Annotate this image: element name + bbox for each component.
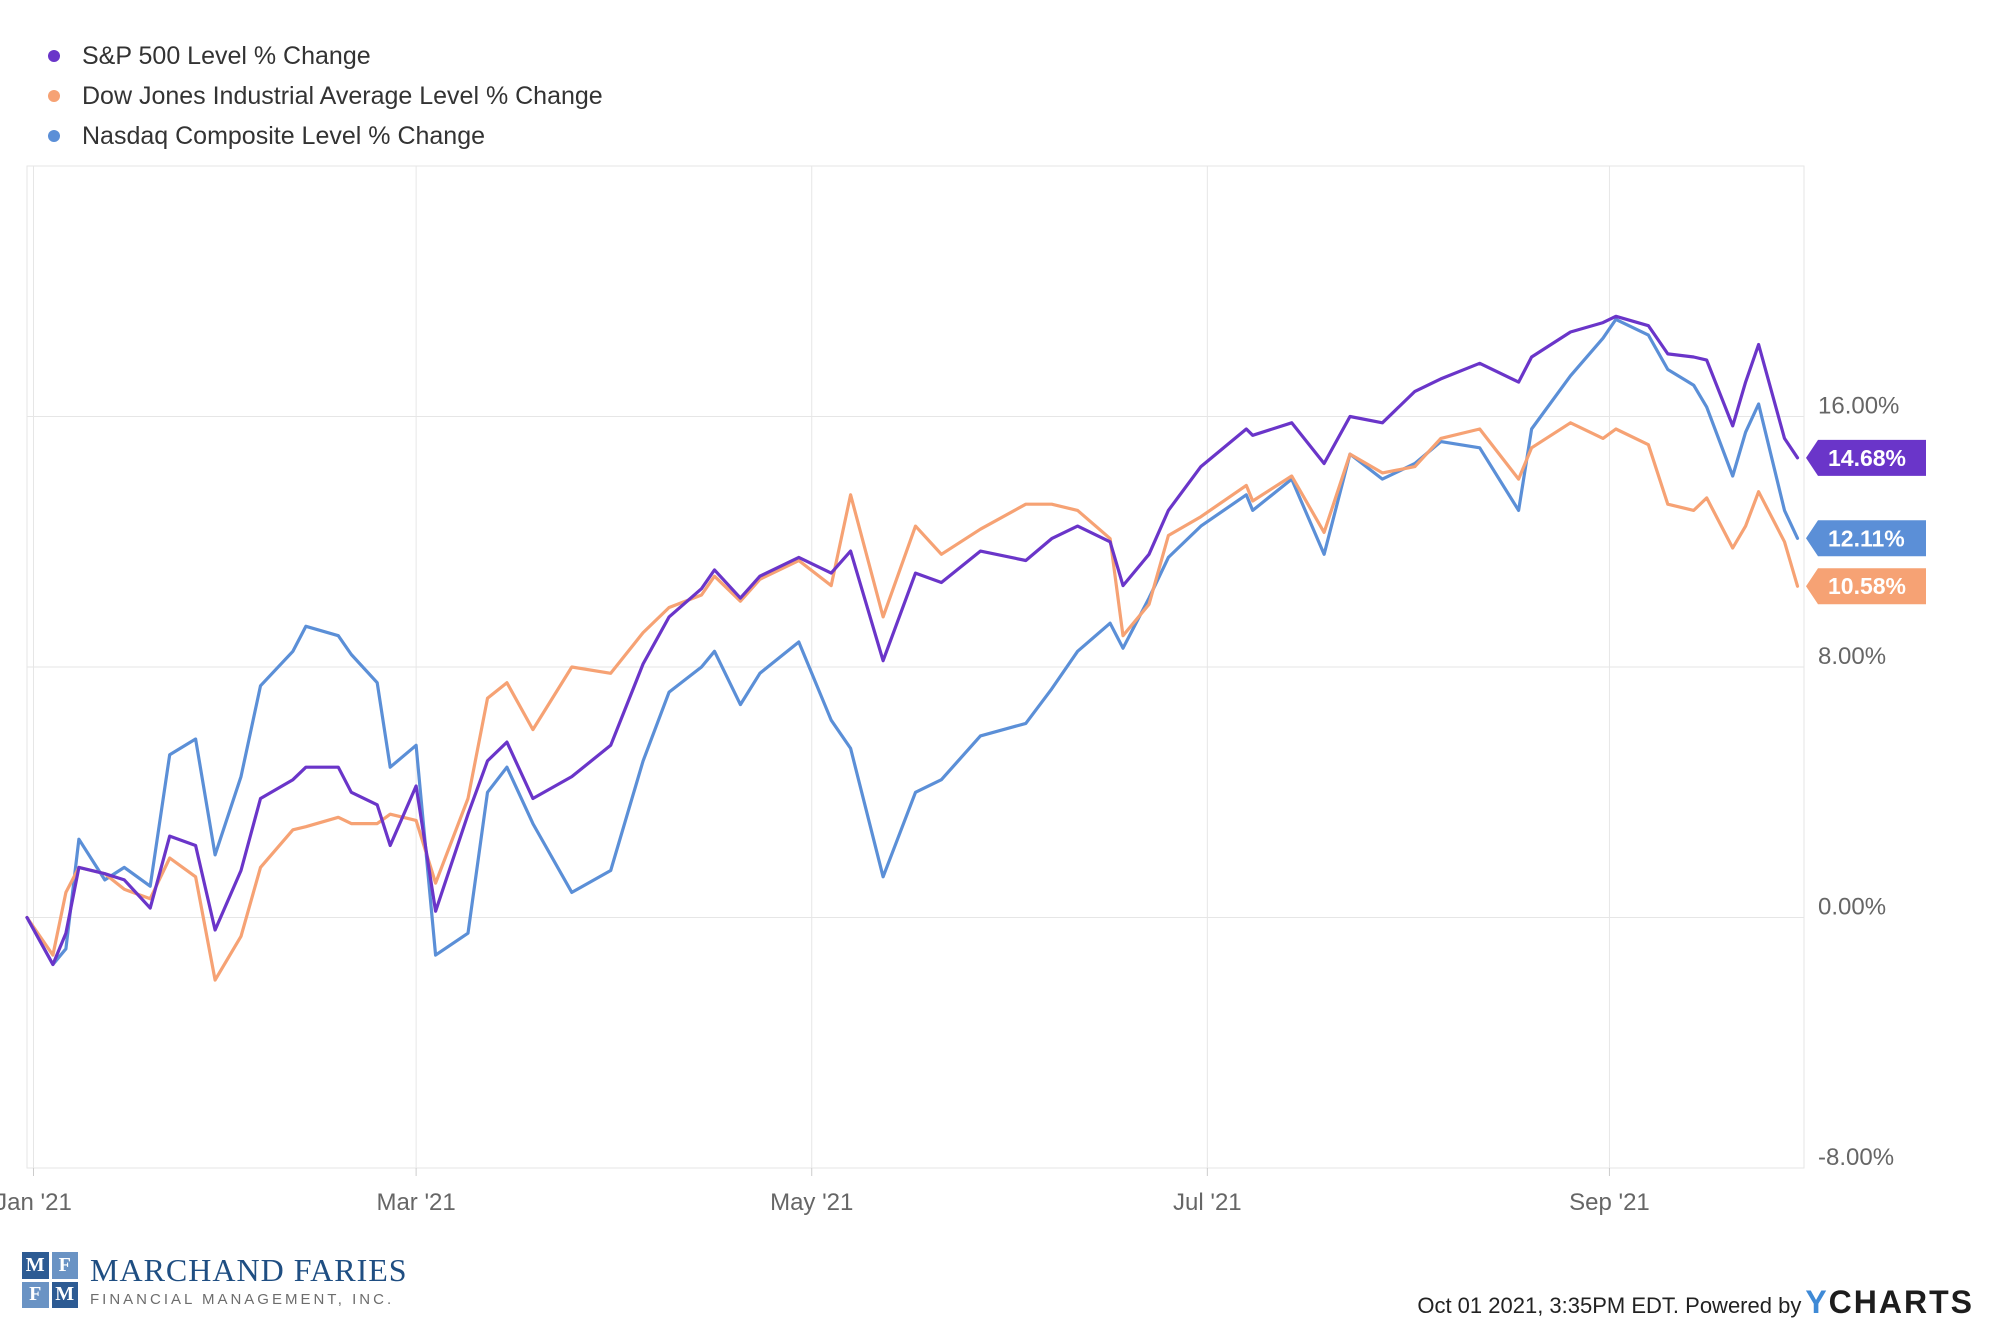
logo-monogram-cell: F: [22, 1281, 49, 1308]
logo-monogram-cell: M: [22, 1252, 49, 1279]
footer-timestamp-note: Oct 01 2021, 3:35PM EDT. Powered by: [1417, 1293, 1802, 1318]
series-line-sp500: [25, 314, 1800, 967]
x-tick-label: May '21: [770, 1189, 853, 1216]
axis-tick-labels: -8.00% 0.00% 8.00% 16.00% Jan '21 Mar '21 May …: [0, 393, 1899, 1217]
end-value-labels: 14.68% 10.58% 12.11%: [1806, 439, 1926, 605]
logo-monogram-cell: F: [51, 1252, 78, 1279]
legend-dot-nasdaq: [48, 130, 60, 142]
ycharts-logo-rest: CHARTS: [1828, 1284, 1974, 1320]
grid-lines: [26, 165, 1805, 1176]
series-lines: [25, 314, 1800, 982]
logo-wordmark: MARCHAND FARIES FINANCIAL MANAGEMENT, IN…: [90, 1253, 408, 1308]
ycharts-logo-y: Y: [1805, 1284, 1829, 1320]
series-line-nasdaq: [25, 317, 1800, 967]
legend-label-sp500: S&P 500 Level % Change: [82, 41, 371, 70]
legend-item-nasdaq[interactable]: Nasdaq Composite Level % Change: [48, 116, 603, 156]
end-label-tag: [1806, 520, 1926, 557]
logo-company-name: MARCHAND FARIES: [90, 1251, 408, 1288]
chart-legend: S&P 500 Level % Change Dow Jones Industr…: [48, 36, 603, 156]
end-value-label: 10.58%: [1828, 573, 1906, 599]
end-label-tag: [1806, 439, 1926, 476]
x-tick-label: Jan '21: [0, 1189, 72, 1216]
end-label-tag: [1806, 568, 1926, 605]
legend-label-dow: Dow Jones Industrial Average Level % Cha…: [82, 81, 603, 110]
series-line-dow: [25, 421, 1800, 982]
logo-monogram-cell: M: [51, 1281, 78, 1308]
x-tick-label: Mar '21: [376, 1189, 455, 1216]
company-logo: M F F M MARCHAND FARIES FINANCIAL MANAGE…: [22, 1252, 408, 1308]
end-value-label: 14.68%: [1828, 445, 1906, 471]
y-tick-label: 16.00%: [1818, 393, 1899, 420]
chart-footer: Oct 01 2021, 3:35PM EDT. Powered by YCHA…: [1417, 1284, 1974, 1321]
logo-company-subtitle: FINANCIAL MANAGEMENT, INC.: [90, 1290, 395, 1308]
legend-dot-dow: [48, 90, 60, 102]
legend-label-nasdaq: Nasdaq Composite Level % Change: [82, 121, 486, 150]
x-tick-label: Jul '21: [1173, 1189, 1242, 1216]
y-tick-label: -8.00%: [1818, 1144, 1894, 1171]
legend-dot-sp500: [48, 50, 60, 62]
ycharts-logo[interactable]: YCHARTS: [1805, 1284, 1974, 1321]
y-tick-label: 0.00%: [1818, 894, 1886, 921]
x-tick-label: Sep '21: [1569, 1189, 1650, 1216]
end-value-label: 12.11%: [1828, 525, 1905, 551]
logo-monogram-icon: M F F M: [22, 1252, 78, 1308]
legend-item-dow[interactable]: Dow Jones Industrial Average Level % Cha…: [48, 76, 603, 116]
legend-item-sp500[interactable]: S&P 500 Level % Change: [48, 36, 603, 76]
y-tick-label: 8.00%: [1818, 643, 1886, 670]
